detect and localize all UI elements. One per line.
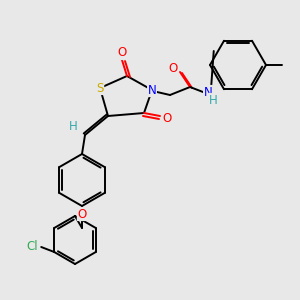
Text: O: O [77, 208, 87, 220]
Text: O: O [117, 46, 127, 59]
Text: O: O [162, 112, 172, 125]
Text: Cl: Cl [26, 241, 38, 254]
Text: S: S [96, 82, 104, 94]
Text: O: O [168, 62, 178, 76]
Text: N: N [204, 85, 212, 98]
Text: H: H [208, 94, 217, 106]
Text: N: N [148, 83, 156, 97]
Text: H: H [69, 121, 77, 134]
